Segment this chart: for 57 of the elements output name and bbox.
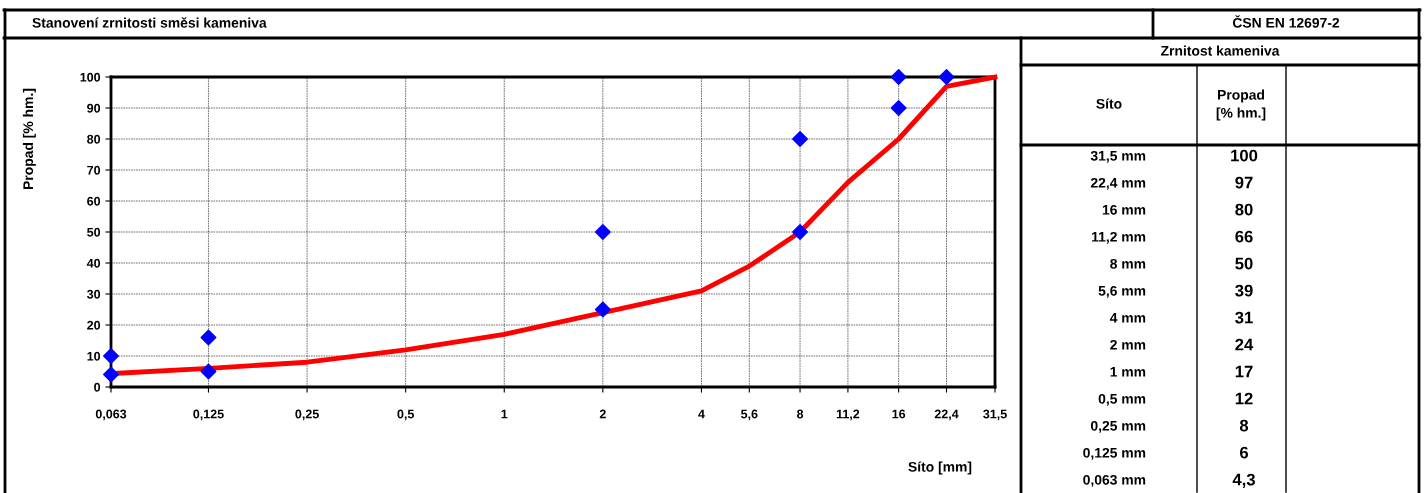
y-tick-label: 40: [86, 258, 101, 268]
text: 24: [1235, 338, 1254, 351]
x-tick-label: 8: [796, 409, 804, 419]
y-tick-label: 0: [94, 382, 101, 392]
text: 8 mm: [1110, 258, 1146, 269]
text: Propad [% hm.]: [1216, 89, 1266, 121]
x-tick-label: 0,063: [95, 409, 127, 421]
x-tick-label: 0,5: [397, 409, 414, 421]
text: 0,5 mm: [1098, 393, 1146, 406]
x-axis-title: Síto [mm]: [908, 461, 972, 475]
x-tick-label: 0,25: [295, 409, 319, 421]
text: 31,5 mm: [1090, 150, 1146, 163]
y-axis-title: Propad [% hm.]: [22, 88, 36, 189]
text: 31: [1235, 311, 1253, 324]
x-tick-label: 0,125: [193, 409, 224, 421]
text: 80: [1235, 203, 1253, 216]
text: 66: [1235, 230, 1253, 243]
text: 17: [1235, 365, 1253, 378]
x-tick-label: 1: [501, 409, 508, 419]
text: 11,2 mm: [1092, 231, 1146, 244]
text: 4 mm: [1109, 313, 1146, 323]
text: 0,063 mm: [1083, 474, 1146, 487]
x-tick-label: 31,5: [983, 409, 1007, 421]
y-tick-label: 10: [87, 351, 101, 361]
text: 0,25 mm: [1090, 420, 1146, 433]
x-tick-label: 2: [599, 409, 606, 419]
y-tick-label: 100: [80, 72, 101, 82]
text: 8: [1239, 419, 1249, 432]
text: 16 mm: [1102, 204, 1146, 215]
x-tick-label: 22,4: [934, 409, 959, 421]
y-tick-label: 60: [87, 196, 101, 206]
y-tick-label: 30: [86, 289, 101, 299]
text: 50: [1235, 257, 1253, 270]
text: 2 mm: [1110, 339, 1146, 350]
text: ČSN EN 12697-2: [1232, 15, 1340, 28]
text: 12: [1235, 392, 1253, 405]
text: 5,6 mm: [1098, 285, 1146, 298]
x-tick-label: 4: [698, 409, 705, 419]
text: Zrnitost kameniva: [1160, 45, 1280, 56]
x-tick-label: 11,2: [836, 409, 860, 421]
y-tick-label: 70: [87, 165, 101, 175]
x-tick-label: 5,6: [741, 409, 758, 421]
text: 6: [1239, 446, 1249, 459]
y-tick-label: 50: [87, 227, 101, 237]
text: 39: [1235, 284, 1253, 297]
y-tick-label: 80: [87, 134, 101, 144]
chart-title: Stanovení zrnitosti směsi kameniva: [32, 17, 267, 28]
x-tick-label: 16: [892, 409, 906, 419]
text: 4,3: [1232, 473, 1255, 488]
text: Síto: [1096, 98, 1122, 109]
y-tick-label: 20: [87, 320, 101, 330]
text: 22,4 mm: [1090, 177, 1146, 190]
y-tick-label: 90: [87, 103, 101, 113]
text: 97: [1235, 176, 1253, 189]
text: 100: [1231, 149, 1258, 162]
text: 1 mm: [1110, 367, 1146, 377]
text: 0,125 mm: [1083, 447, 1146, 460]
